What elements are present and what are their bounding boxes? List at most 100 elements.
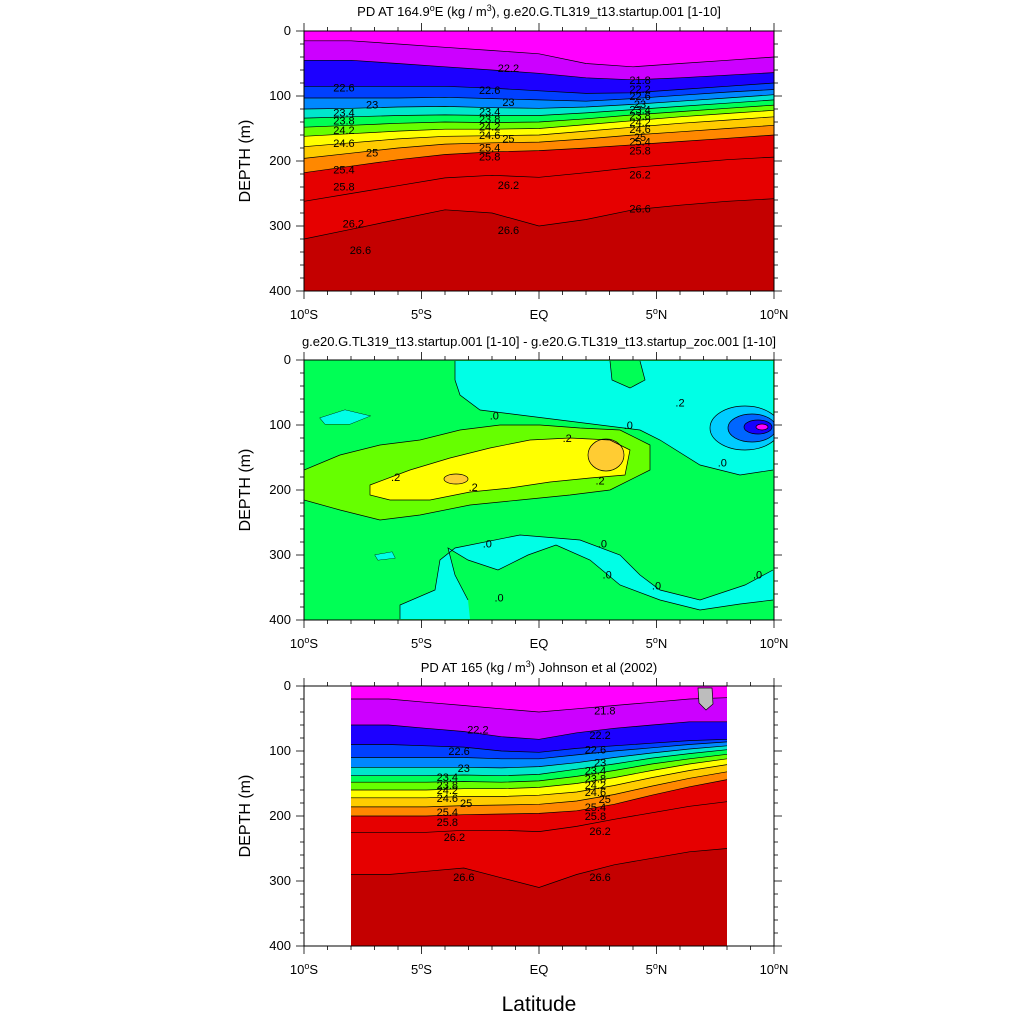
contour-label: 23	[502, 97, 514, 109]
contour-line	[609, 360, 646, 389]
y-tick-label: 0	[284, 352, 291, 367]
contour-line	[454, 361, 774, 476]
contour-label: 26.6	[453, 872, 474, 884]
contour-label: 24.2	[629, 117, 650, 129]
contour-label: 25	[634, 132, 646, 144]
contour-label: .2	[563, 433, 572, 445]
contour-label: 25.8	[437, 817, 458, 829]
contour-label: 25	[460, 798, 472, 810]
x-tick-label: 10oN	[760, 635, 789, 651]
contour-label: 22.2	[589, 730, 610, 742]
contour-label: .2	[391, 472, 400, 484]
contour-label: 24.6	[585, 787, 606, 799]
isopycnal-line	[304, 89, 774, 102]
x-axis-label: Latitude	[502, 993, 577, 1016]
negative-patch-fill	[375, 552, 395, 560]
missing-data-patch	[697, 687, 714, 711]
contour-label: 25.4	[437, 807, 458, 819]
x-tick-label: 10oS	[290, 961, 318, 977]
x-tick-label: 5oS	[411, 306, 432, 322]
contour-line	[587, 438, 625, 472]
panel-title: PD AT 164.9oE (kg / m3), g.e20.G.TL319_t…	[357, 3, 721, 19]
contour-field	[304, 360, 774, 620]
contour-label: 21.8	[594, 706, 615, 718]
panel-title: g.e20.G.TL319_t13.startup.001 [1-10] - g…	[302, 334, 776, 349]
density-band-fill	[351, 686, 727, 712]
density-band-fill	[304, 31, 774, 67]
axes: 0 100 200 300 400 10oS 5oS EQ 5oN 10oN	[269, 23, 788, 322]
isopycnal-line	[304, 99, 774, 119]
contour-field	[304, 686, 774, 946]
y-tick-label: 300	[269, 547, 291, 562]
contour-label: 22.6	[333, 83, 354, 95]
y-tick-label: 0	[284, 678, 291, 693]
contour-label: 23.4	[479, 107, 500, 119]
contour-label: 25.4	[585, 802, 606, 814]
contour-label: .0	[624, 420, 633, 432]
contour-label: 24.2	[333, 125, 354, 137]
zero-patch-fill	[610, 361, 645, 388]
isopycnal-line	[351, 848, 728, 888]
y-tick-label: 100	[269, 743, 291, 758]
y-tick-label: 100	[269, 88, 291, 103]
contour-label: .0	[603, 570, 612, 582]
isopycnal-line	[304, 40, 774, 68]
contour-label: 23.4	[437, 772, 458, 784]
contour-line	[709, 405, 774, 451]
x-tick-label: EQ	[530, 636, 549, 651]
contour-label: 23.8	[437, 780, 458, 792]
contour-label: 22.6	[629, 91, 650, 103]
x-tick-label: EQ	[530, 307, 549, 322]
contour-labels: 21.822.2 22.222.6 22.623 2323.423.423.823.8…	[437, 706, 616, 884]
x-tick-label: EQ	[530, 962, 549, 977]
contour-label: 26.6	[498, 225, 519, 237]
y-tick-label: 400	[269, 283, 291, 298]
negative-upper-fill	[455, 361, 773, 475]
x-tick-label: 10oS	[290, 635, 318, 651]
y-tick-label: 400	[269, 612, 291, 627]
isopycnal-line	[304, 109, 774, 137]
x-tick-label: 5oN	[646, 961, 668, 977]
contour-label: 26.2	[629, 170, 650, 182]
contour-field	[304, 31, 774, 291]
contour-label: .0	[598, 538, 607, 550]
y-tick-label: 400	[269, 938, 291, 953]
contour-label: 25.4	[333, 164, 354, 176]
contour-label: 22.6	[448, 746, 469, 758]
isopycnal-line	[351, 745, 728, 769]
x-tick-label: 5oN	[646, 306, 668, 322]
isopycnal-line	[304, 82, 774, 94]
contour-label: 24.6	[333, 138, 354, 150]
x-tick-label: 5oN	[646, 635, 668, 651]
isopycnal-line	[351, 749, 728, 777]
y-axis-label: DEPTH (m)	[237, 775, 254, 858]
contour-label: .0	[490, 410, 499, 422]
contour-label: 26.6	[350, 245, 371, 257]
y-tick-label: 0	[284, 23, 291, 38]
contour-label: 25.8	[479, 151, 500, 163]
isopycnal-line	[351, 753, 728, 783]
panel-observed-density: PD AT 165 (kg / m3) Johnson et al (2002)…	[237, 659, 788, 977]
contour-label: 23.8	[333, 116, 354, 128]
contour-line	[447, 544, 774, 611]
negative-band-fill	[400, 361, 773, 619]
isopycnal-line	[304, 198, 774, 240]
panel-title: PD AT 165 (kg / m3) Johnson et al (2002)	[421, 659, 658, 675]
contour-label: 25	[599, 794, 611, 806]
y-tick-label: 300	[269, 873, 291, 888]
y-tick-label: 200	[269, 482, 291, 497]
contour-label: 24.2	[585, 780, 606, 792]
contour-label: 25.8	[585, 811, 606, 823]
contour-label: 23.4	[629, 105, 650, 117]
y-axis-label: DEPTH (m)	[237, 120, 254, 203]
contour-label: 23	[594, 758, 606, 770]
contour-label: 25	[366, 148, 378, 160]
contour-label: 25	[502, 133, 514, 145]
contour-label: 25.8	[333, 181, 354, 193]
x-tick-label: 5oS	[411, 961, 432, 977]
contour-label: 21.8	[629, 75, 650, 87]
panel-model-density: PD AT 164.9oE (kg / m3), g.e20.G.TL319_t…	[237, 3, 788, 322]
positive-peak-fill	[588, 439, 624, 471]
axes: 0 100 200 300 400 10oS 5oS EQ 5oN 10oN	[269, 678, 788, 977]
contour-label: 26.6	[629, 203, 650, 215]
